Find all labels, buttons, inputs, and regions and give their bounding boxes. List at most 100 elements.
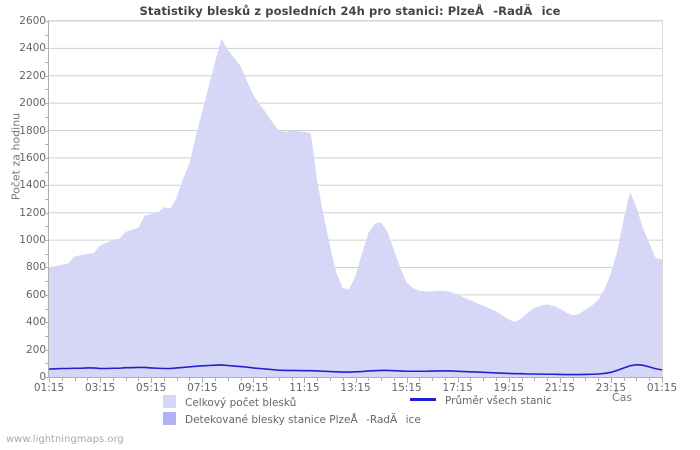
legend-swatch-total bbox=[163, 395, 176, 408]
x-axis-label: Čas bbox=[612, 391, 633, 404]
y-minor-tick-mark bbox=[45, 144, 49, 146]
y-tick-label: 400 bbox=[25, 316, 46, 329]
x-minor-tick-mark bbox=[649, 377, 651, 381]
y-tick-mark bbox=[44, 349, 49, 351]
y-minor-tick-mark bbox=[45, 363, 49, 365]
x-tick-mark bbox=[304, 377, 306, 383]
x-minor-tick-mark bbox=[444, 377, 446, 381]
x-minor-tick-mark bbox=[623, 377, 625, 381]
y-tick-mark bbox=[44, 294, 49, 296]
x-minor-tick-mark bbox=[534, 377, 536, 381]
y-tick-label: 1400 bbox=[19, 179, 46, 192]
x-minor-tick-mark bbox=[240, 377, 242, 381]
x-tick-label: 19:15 bbox=[493, 382, 524, 394]
y-tick-label: 1800 bbox=[19, 124, 46, 137]
chart-legend: Celkový počet blesků Detekované blesky s… bbox=[0, 392, 700, 428]
y-tick-label: 1600 bbox=[19, 151, 46, 164]
x-minor-tick-mark bbox=[572, 377, 574, 381]
x-tick-label: 09:15 bbox=[238, 382, 269, 394]
x-minor-tick-mark bbox=[483, 377, 485, 381]
y-tick-mark bbox=[44, 185, 49, 187]
x-minor-tick-mark bbox=[368, 377, 370, 381]
y-tick-mark bbox=[44, 267, 49, 269]
x-minor-tick-mark bbox=[125, 377, 127, 381]
y-tick-mark bbox=[44, 322, 49, 324]
y-tick-mark bbox=[44, 212, 49, 214]
x-tick-label: 11:15 bbox=[289, 382, 320, 394]
x-minor-tick-mark bbox=[215, 377, 217, 381]
x-minor-tick-mark bbox=[87, 377, 89, 381]
y-tick-label: 800 bbox=[25, 261, 46, 274]
y-tick-mark bbox=[44, 48, 49, 50]
legend-swatch-station bbox=[163, 412, 176, 425]
y-tick-mark bbox=[44, 130, 49, 132]
page-title: Statistiky blesků z posledních 24h pro s… bbox=[139, 4, 561, 18]
legend-swatch-average bbox=[410, 398, 436, 401]
x-tick-mark bbox=[662, 377, 663, 383]
x-minor-tick-mark bbox=[74, 377, 76, 381]
x-tick-label: 13:15 bbox=[340, 382, 371, 394]
y-tick-label: 2000 bbox=[19, 97, 46, 110]
x-tick-label: 17:15 bbox=[442, 382, 473, 394]
y-tick-label: 1000 bbox=[19, 234, 46, 247]
x-tick-mark bbox=[100, 377, 102, 383]
x-tick-label: 15:15 bbox=[391, 382, 422, 394]
x-minor-tick-mark bbox=[342, 377, 344, 381]
y-tick-label: 2400 bbox=[19, 42, 46, 55]
y-minor-tick-mark bbox=[45, 116, 49, 118]
y-minor-tick-mark bbox=[45, 62, 49, 64]
y-minor-tick-mark bbox=[45, 281, 49, 283]
line-average-all-stations bbox=[49, 363, 662, 376]
y-tick-label: 600 bbox=[25, 288, 46, 301]
y-minor-tick-mark bbox=[45, 308, 49, 310]
x-tick-label: 05:15 bbox=[136, 382, 167, 394]
x-minor-tick-mark bbox=[585, 377, 587, 381]
x-minor-tick-mark bbox=[291, 377, 293, 381]
y-tick-label: 2600 bbox=[19, 15, 46, 27]
x-minor-tick-mark bbox=[432, 377, 434, 381]
x-minor-tick-mark bbox=[138, 377, 140, 381]
x-tick-mark bbox=[508, 377, 510, 383]
y-minor-tick-mark bbox=[45, 226, 49, 228]
y-minor-tick-mark bbox=[45, 253, 49, 255]
x-minor-tick-mark bbox=[598, 377, 600, 381]
x-tick-mark bbox=[559, 377, 561, 383]
y-tick-label: 0 bbox=[39, 371, 46, 383]
x-tick-label: 21:15 bbox=[544, 382, 575, 394]
y-minor-tick-mark bbox=[45, 34, 49, 36]
x-tick-mark bbox=[457, 377, 459, 383]
y-minor-tick-mark bbox=[45, 335, 49, 337]
x-tick-mark bbox=[202, 377, 204, 383]
y-tick-mark bbox=[44, 75, 49, 77]
footer-attribution: www.lightningmaps.org bbox=[6, 434, 124, 445]
x-tick-label: 03:15 bbox=[84, 382, 116, 394]
x-minor-tick-mark bbox=[227, 377, 229, 381]
x-minor-tick-mark bbox=[495, 377, 497, 381]
x-minor-tick-mark bbox=[176, 377, 178, 381]
y-minor-tick-mark bbox=[45, 89, 49, 91]
x-tick-label: 23:15 bbox=[595, 382, 627, 394]
y-tick-label: 200 bbox=[25, 343, 46, 356]
legend-item-total: Celkový počet blesků bbox=[163, 395, 296, 409]
legend-item-average: Průměr všech stanic bbox=[410, 395, 552, 407]
x-minor-tick-mark bbox=[266, 377, 268, 381]
y-minor-tick-mark bbox=[45, 171, 49, 173]
plot-area bbox=[48, 20, 663, 378]
x-minor-tick-mark bbox=[163, 377, 165, 381]
x-minor-tick-mark bbox=[393, 377, 395, 381]
y-tick-mark bbox=[44, 103, 49, 105]
x-tick-mark bbox=[610, 377, 612, 383]
x-tick-label: 01:15 bbox=[646, 382, 678, 394]
y-tick-mark bbox=[44, 377, 49, 378]
x-minor-tick-mark bbox=[112, 377, 114, 381]
y-tick-label: 2200 bbox=[19, 69, 46, 82]
x-tick-mark bbox=[151, 377, 153, 383]
x-minor-tick-mark bbox=[278, 377, 280, 381]
x-tick-mark bbox=[49, 377, 50, 383]
x-minor-tick-mark bbox=[470, 377, 472, 381]
legend-item-station: Detekované blesky stanice PlzeÅ-RadÄic… bbox=[163, 412, 421, 427]
x-minor-tick-mark bbox=[189, 377, 191, 381]
y-tick-mark bbox=[44, 240, 49, 242]
x-minor-tick-mark bbox=[521, 377, 523, 381]
